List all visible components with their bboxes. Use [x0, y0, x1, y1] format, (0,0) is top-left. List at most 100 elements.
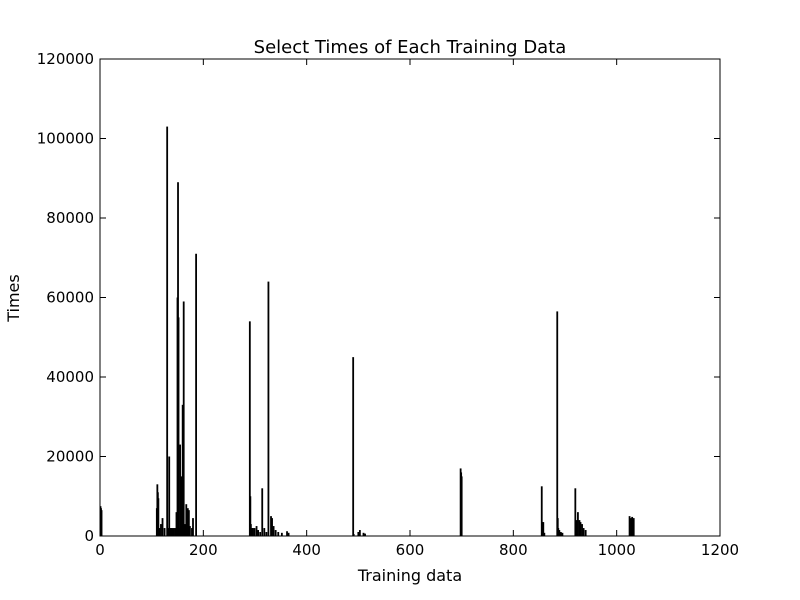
bar [191, 528, 193, 536]
bar [249, 496, 252, 536]
bar [352, 357, 355, 537]
bar [628, 516, 631, 537]
bar [541, 522, 544, 536]
x-tick-label: 1000 [598, 541, 636, 559]
bar [161, 518, 164, 536]
bar [630, 518, 633, 536]
bar [169, 528, 172, 536]
x-tick-label: 800 [499, 541, 528, 559]
bar [180, 476, 183, 537]
bars-layer [99, 126, 635, 537]
chart-title: Select Times of Each Training Data [254, 37, 567, 58]
bar [460, 476, 463, 537]
bar [160, 524, 162, 536]
bar [174, 528, 177, 536]
bar [542, 522, 545, 536]
bar [631, 516, 634, 536]
bar [280, 532, 283, 536]
bar [175, 512, 178, 536]
x-tick-label: 400 [292, 541, 321, 559]
bar [556, 518, 559, 536]
y-tick-label: 40000 [46, 368, 94, 386]
bar [277, 532, 280, 536]
bar [158, 528, 161, 536]
bar [180, 528, 183, 536]
x-tick-label: 600 [396, 541, 425, 559]
bar [364, 533, 366, 536]
y-tick-label: 100000 [37, 130, 94, 148]
bar [265, 532, 268, 536]
x-tick-label: 1200 [701, 541, 739, 559]
bar [182, 301, 185, 536]
bar [171, 528, 174, 536]
x-tick-label: 0 [95, 541, 105, 559]
x-tick-label: 200 [189, 541, 218, 559]
bar [357, 532, 360, 536]
bar [179, 444, 181, 536]
y-tick-label: 80000 [46, 209, 94, 227]
bar [186, 508, 189, 536]
bar [100, 510, 103, 536]
bar [189, 526, 191, 536]
bar [632, 518, 635, 536]
y-tick-label: 0 [84, 527, 94, 545]
bar [579, 522, 582, 536]
bar [253, 528, 256, 536]
bar [163, 528, 166, 536]
bar [167, 528, 170, 536]
bar [358, 530, 361, 536]
bar [177, 317, 180, 537]
bar [252, 528, 254, 536]
bar [168, 456, 171, 536]
bar [257, 530, 259, 536]
bar [249, 524, 252, 536]
bar [166, 126, 169, 536]
bar [575, 520, 578, 536]
bar [577, 512, 579, 536]
y-axis-label: Times [4, 274, 23, 323]
bar [261, 488, 264, 536]
y-tick-label: 60000 [46, 289, 94, 307]
bar [185, 504, 188, 536]
bar [574, 488, 577, 536]
bar [195, 253, 197, 536]
bar [263, 528, 266, 536]
bar [352, 534, 355, 536]
bar [561, 532, 564, 536]
bar [362, 532, 365, 536]
bar [578, 520, 581, 536]
bar [556, 311, 559, 536]
bar [584, 530, 587, 536]
bar [543, 532, 546, 536]
bar [157, 498, 160, 536]
bar [558, 530, 561, 536]
bar [184, 524, 187, 536]
bar [557, 528, 560, 536]
bar [582, 528, 585, 536]
bar [287, 532, 290, 536]
bar [272, 526, 275, 536]
bar [286, 531, 288, 536]
x-axis-label: Training data [357, 566, 462, 585]
bar [170, 528, 173, 536]
bar [581, 524, 583, 536]
bar [187, 510, 190, 536]
bar [172, 528, 175, 536]
ticks-layer: 0 200 400 600 800 1000 1200 0 20000 40000 60000 800… [37, 50, 739, 559]
plot-frame [99, 58, 721, 537]
bar [271, 518, 273, 536]
bar [559, 532, 562, 536]
bar [255, 526, 258, 536]
bar [178, 528, 180, 536]
bar [181, 404, 184, 536]
bar [274, 530, 277, 536]
y-tick-label: 20000 [46, 448, 94, 466]
y-tick-label: 120000 [37, 50, 94, 68]
bar [251, 528, 253, 536]
bar [248, 321, 251, 536]
bar [259, 532, 262, 536]
bar [270, 516, 272, 537]
